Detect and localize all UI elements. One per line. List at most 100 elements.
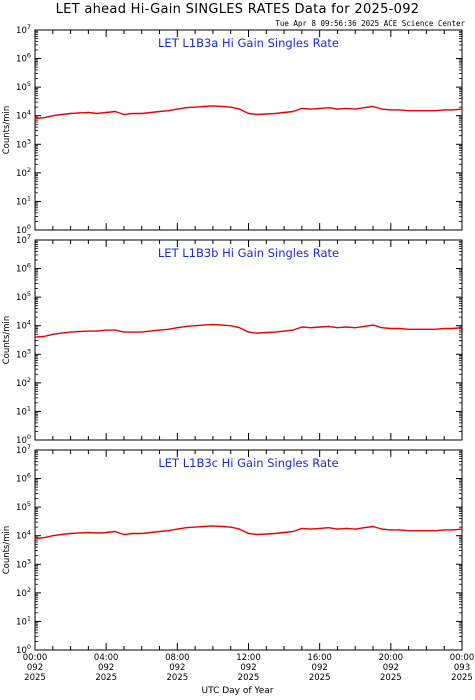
- data-point: [60, 332, 63, 334]
- data-point: [336, 528, 339, 530]
- data-point: [34, 336, 36, 338]
- x-axis-title: UTC Day of Year: [201, 686, 274, 696]
- data-point: [221, 105, 223, 108]
- x-tick-label-doy: 093: [454, 663, 470, 673]
- series-line-2: [34, 323, 463, 338]
- data-point: [452, 327, 454, 330]
- data-point: [247, 112, 250, 115]
- y-tick-label: 101: [16, 404, 31, 417]
- data-point: [443, 327, 445, 330]
- data-point: [283, 531, 285, 534]
- y-axis-label: Counts/min: [2, 106, 12, 155]
- data-point: [203, 525, 205, 528]
- data-point: [132, 532, 134, 535]
- x-tick-label-time: 20:00: [379, 653, 404, 663]
- data-point: [141, 331, 143, 333]
- data-point: [149, 330, 152, 332]
- series-line-3: [34, 525, 463, 540]
- data-point: [363, 325, 365, 328]
- y-tick-label: 104: [16, 109, 31, 122]
- data-point: [176, 327, 179, 329]
- data-point: [114, 530, 116, 533]
- data-point: [114, 329, 116, 331]
- data-point: [443, 529, 445, 531]
- x-tick-label-doy: 092: [27, 663, 43, 673]
- data-point: [354, 327, 356, 329]
- data-point: [452, 109, 454, 111]
- data-point: [407, 109, 410, 112]
- page-title: LET ahead Hi-Gain SINGLES RATES Data for…: [55, 2, 420, 17]
- data-point: [60, 113, 63, 116]
- data-point: [167, 328, 170, 330]
- data-point: [96, 532, 98, 534]
- data-point: [185, 527, 187, 529]
- plot-frame-2: [34, 239, 463, 441]
- data-point: [43, 117, 45, 119]
- data-point: [185, 325, 187, 328]
- data-point: [141, 532, 143, 535]
- data-point: [105, 111, 107, 114]
- data-point: [407, 328, 410, 330]
- y-tick-label: 103: [16, 347, 31, 360]
- panel-title-3: LET L1B3c Hi Gain Singles Rate: [158, 456, 338, 470]
- data-point: [310, 108, 312, 110]
- data-point: [345, 107, 348, 110]
- data-point: [434, 328, 437, 330]
- data-point: [318, 107, 321, 110]
- x-tick-label-year: 2025: [167, 673, 189, 683]
- data-point: [265, 331, 267, 334]
- x-tick-label-time: 00:00: [23, 653, 48, 663]
- data-point: [372, 525, 374, 528]
- data-point: [247, 331, 250, 333]
- panel-title-2: LET L1B3b Hi Gain Singles Rate: [158, 246, 339, 260]
- data-point: [221, 324, 223, 326]
- x-tick-label-year: 2025: [24, 673, 46, 683]
- y-tick-label: 106: [16, 472, 31, 485]
- panel-title-1: LET L1B3a Hi Gain Singles Rate: [158, 36, 339, 50]
- y-tick-label: 103: [16, 557, 31, 570]
- data-point: [176, 528, 179, 530]
- x-tick-label-time: 08:00: [165, 653, 190, 663]
- data-point: [203, 105, 205, 108]
- data-point: [425, 328, 428, 330]
- data-point: [194, 106, 196, 108]
- data-point: [221, 525, 223, 528]
- data-point: [123, 533, 125, 536]
- data-point: [212, 323, 214, 326]
- data-point: [105, 531, 107, 534]
- data-point: [167, 109, 170, 112]
- data-point: [381, 327, 383, 329]
- data-point: [60, 533, 63, 536]
- y-tick-label: 106: [16, 262, 31, 275]
- data-point: [256, 332, 259, 334]
- data-point: [78, 330, 81, 333]
- data-point: [390, 529, 392, 531]
- y-tick-label: 101: [16, 614, 31, 627]
- data-point: [345, 326, 348, 328]
- x-tick-label-time: 00:00: [450, 653, 475, 663]
- data-point: [292, 110, 294, 113]
- x-tick-label-year: 2025: [309, 673, 331, 683]
- data-point: [52, 115, 54, 117]
- x-tick-label-doy: 092: [312, 663, 328, 673]
- data-point: [265, 533, 267, 535]
- data-point: [301, 326, 303, 328]
- y-tick-label: 105: [16, 80, 31, 93]
- y-tick-label: 102: [16, 166, 31, 179]
- data-point: [87, 111, 90, 114]
- data-point: [461, 528, 463, 530]
- data-point: [461, 327, 463, 329]
- data-point: [381, 108, 383, 110]
- data-point: [230, 325, 232, 327]
- data-point: [292, 329, 294, 331]
- data-point: [43, 537, 45, 539]
- timestamp: Tue Apr 8 09:56:36 2025 ACE Science Cent…: [275, 19, 465, 28]
- data-point: [238, 528, 241, 530]
- data-point: [185, 107, 187, 109]
- data-point: [194, 526, 196, 528]
- y-tick-label: 103: [16, 137, 31, 150]
- data-point: [87, 531, 90, 534]
- data-point: [345, 527, 348, 530]
- y-tick-label: 100: [16, 223, 31, 236]
